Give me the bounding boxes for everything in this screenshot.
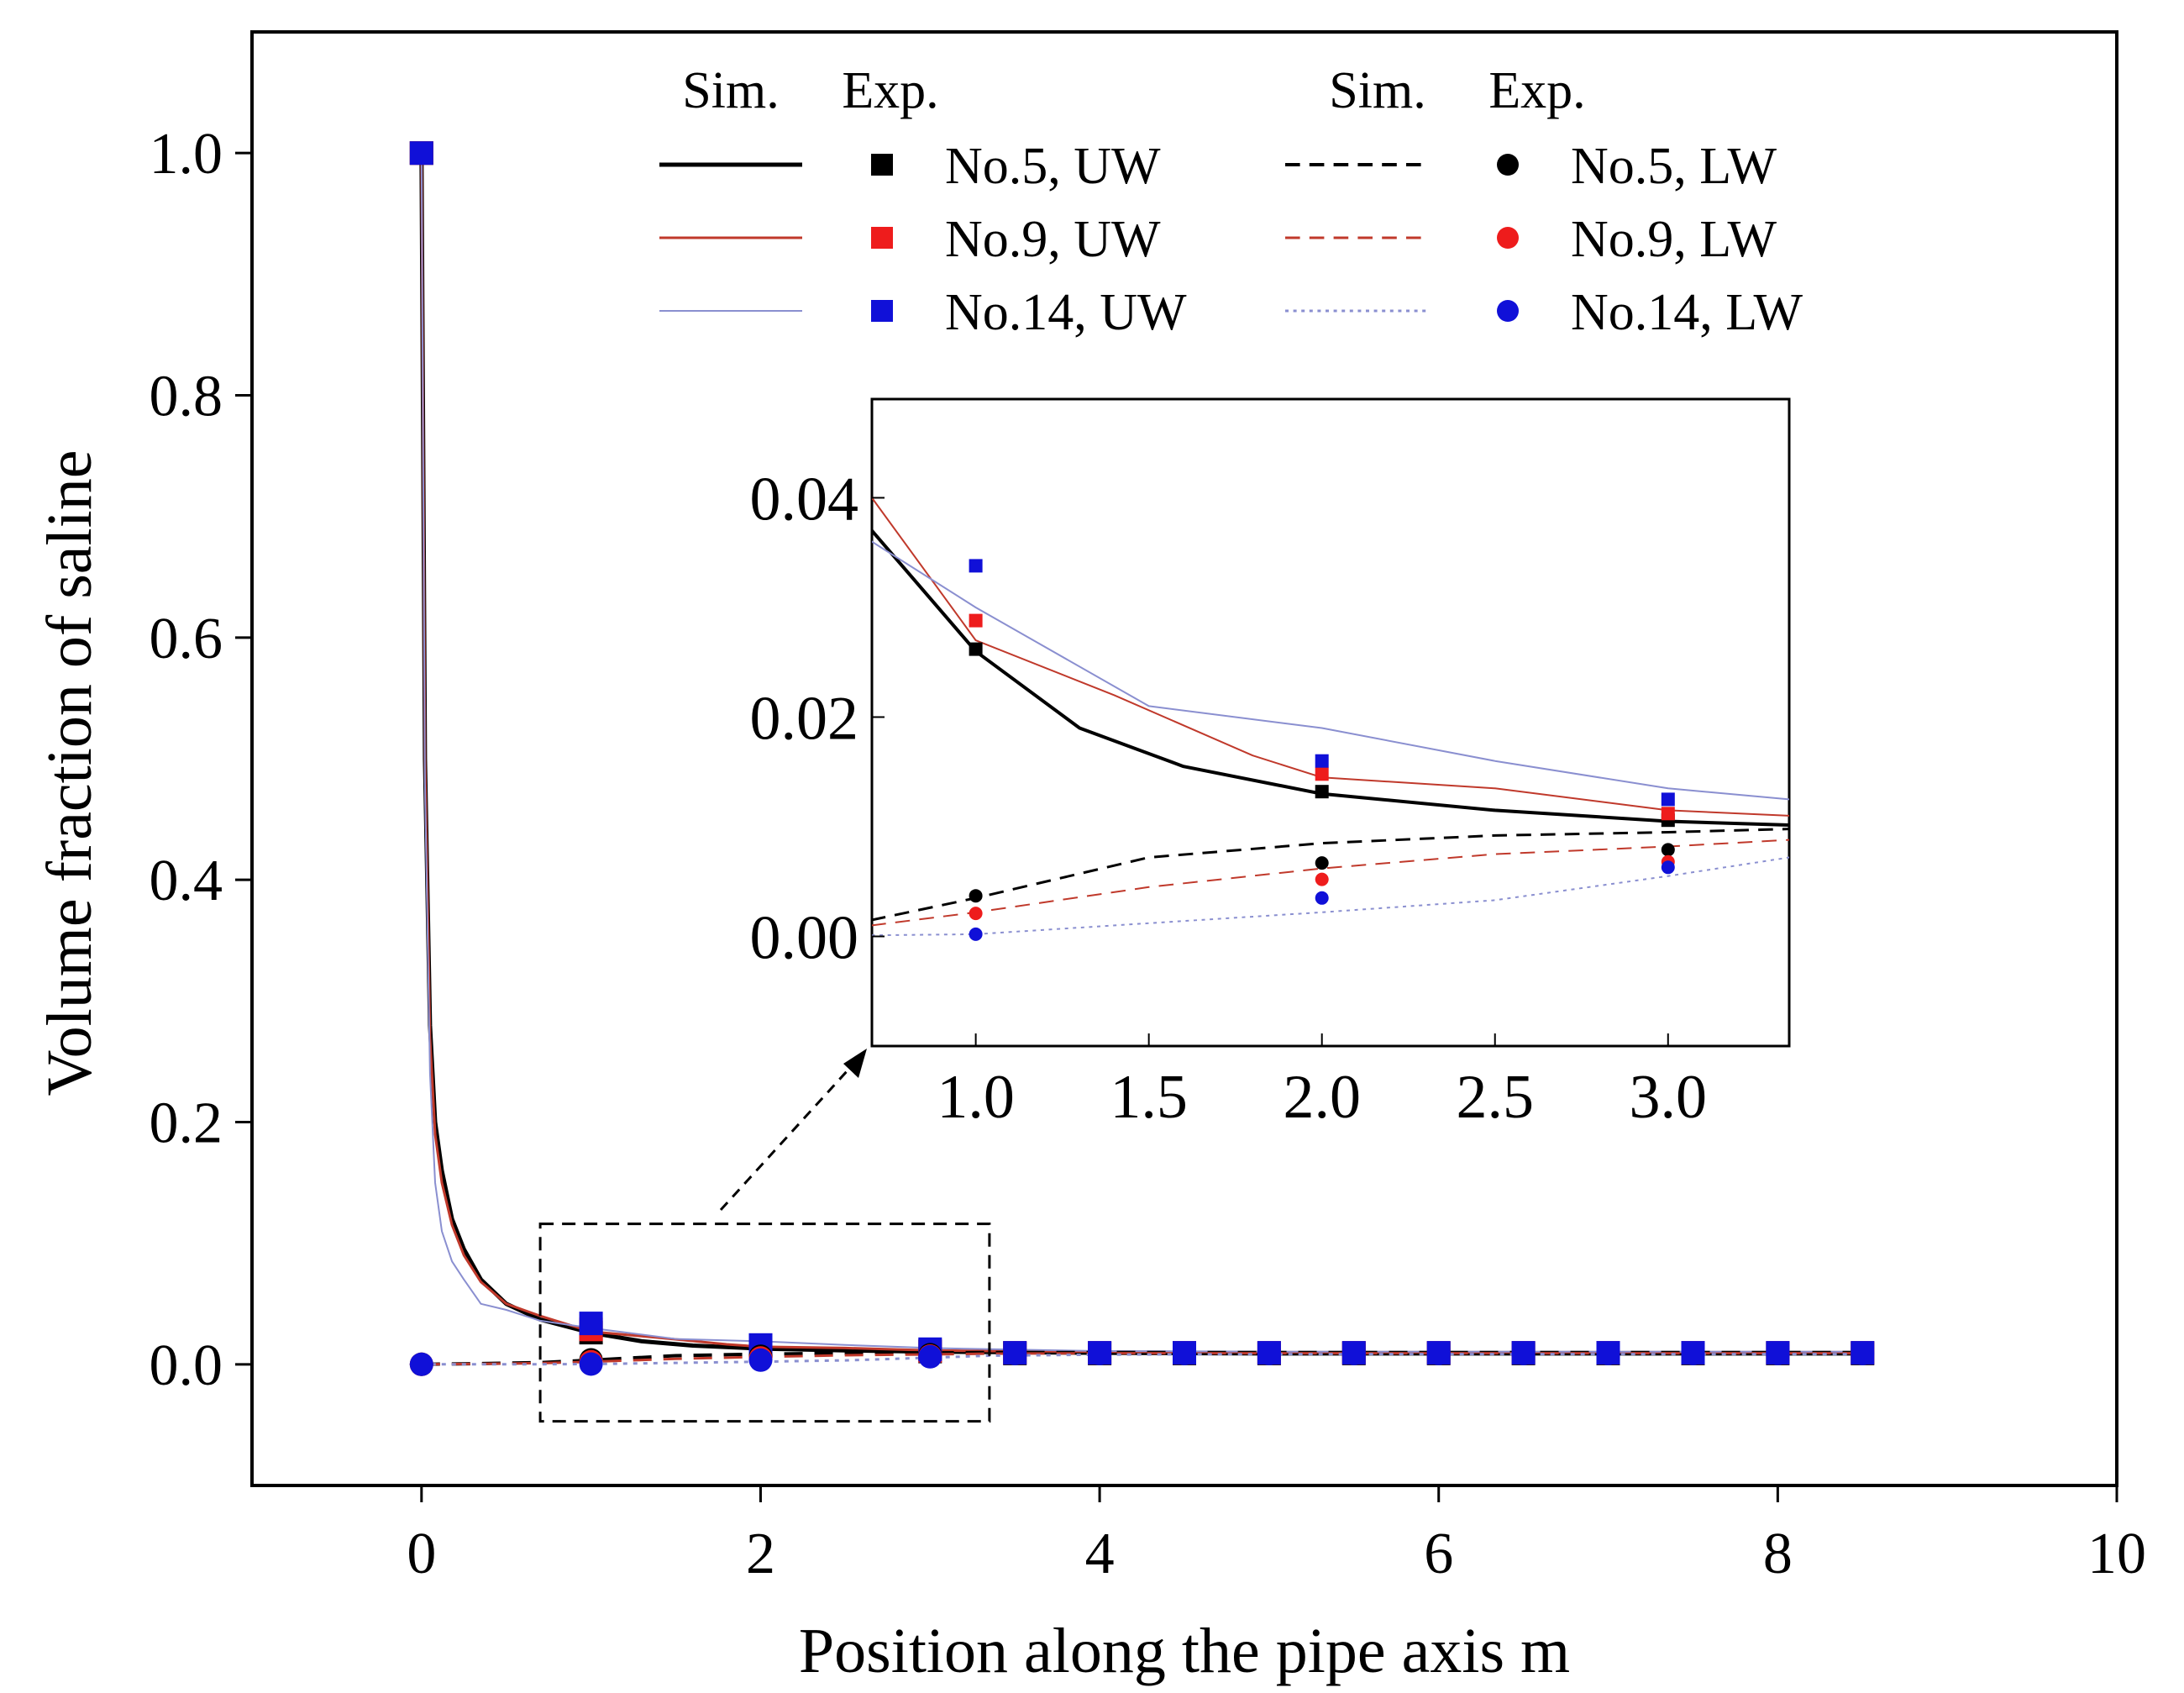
main-plot-area bbox=[409, 141, 1875, 1376]
legend-marker bbox=[871, 300, 893, 322]
inset-x-tick-label: 3.0 bbox=[1630, 1063, 1708, 1132]
zoom-arrow-line bbox=[719, 1059, 858, 1212]
legend-marker bbox=[871, 227, 893, 249]
x-tick-label: 4 bbox=[1085, 1522, 1115, 1586]
inset-data-point bbox=[1661, 860, 1675, 875]
inset-data-point bbox=[1315, 891, 1329, 905]
legend-header-exp-left: Exp. bbox=[842, 62, 938, 119]
legend-marker bbox=[871, 154, 893, 176]
y-tick-label: 0.4 bbox=[150, 849, 223, 913]
inset-x-tick-label: 1.0 bbox=[937, 1063, 1015, 1132]
data-point bbox=[579, 1352, 603, 1376]
x-tick-label: 2 bbox=[746, 1522, 775, 1586]
y-tick-label: 0.8 bbox=[150, 365, 223, 429]
x-tick-label: 0 bbox=[407, 1522, 436, 1586]
inset-data-point bbox=[1661, 843, 1675, 857]
data-point bbox=[579, 1312, 603, 1336]
inset-data-point bbox=[1315, 767, 1329, 781]
legend-label: No.9, LW bbox=[1571, 211, 1777, 268]
legend-header-exp-right: Exp. bbox=[1488, 62, 1585, 119]
inset-y-tick-label: 0.04 bbox=[750, 465, 859, 534]
inset-data-point bbox=[969, 642, 983, 656]
inset-x-tick-label: 1.5 bbox=[1110, 1063, 1188, 1132]
legend-label: No.9, UW bbox=[945, 211, 1161, 268]
inset-series-line bbox=[872, 828, 1789, 922]
main-plot-frame bbox=[250, 30, 2118, 1487]
inset-series-line bbox=[872, 527, 1789, 828]
main-x-axis: 0 2 4 6 8 10 bbox=[407, 1485, 2146, 1586]
inset-y-tick-label: 0.00 bbox=[750, 903, 859, 972]
inset-series-line bbox=[872, 856, 1789, 937]
inset-data-point bbox=[1315, 856, 1329, 870]
data-point bbox=[918, 1344, 942, 1369]
inset-data-point bbox=[1315, 754, 1329, 768]
inset-data-point bbox=[969, 613, 983, 628]
inset-data-point bbox=[1315, 785, 1329, 799]
data-point bbox=[1766, 1341, 1790, 1365]
inset-x-tick-label: 2.5 bbox=[1456, 1063, 1534, 1132]
inset-data-point bbox=[969, 927, 983, 941]
y-tick-label: 1.0 bbox=[150, 122, 223, 187]
inset-data-point bbox=[969, 559, 983, 573]
x-tick-label: 10 bbox=[2087, 1522, 2146, 1586]
legend-label: No.14, LW bbox=[1571, 284, 1803, 341]
x-tick-label: 6 bbox=[1424, 1522, 1453, 1586]
legend-marker bbox=[1497, 227, 1519, 249]
inset-plot-frame bbox=[870, 397, 1791, 1048]
data-point bbox=[1851, 1341, 1875, 1365]
legend-header-sim-left: Sim. bbox=[682, 62, 779, 119]
y-tick-label: 0.0 bbox=[150, 1333, 223, 1398]
inset-data-point bbox=[1661, 792, 1675, 807]
inset-y-tick-label: 0.02 bbox=[750, 684, 859, 753]
inset-x-tick-label: 2.0 bbox=[1283, 1063, 1361, 1132]
data-point bbox=[1003, 1341, 1027, 1365]
data-point bbox=[1596, 1341, 1620, 1365]
series-line bbox=[421, 1353, 1863, 1366]
y-tick-label: 0.6 bbox=[150, 607, 223, 671]
inset-x-axis: 1.0 1.5 2.0 2.5 3.0 bbox=[937, 1033, 1707, 1132]
inset-series-line bbox=[872, 539, 1789, 801]
data-point bbox=[748, 1348, 773, 1372]
inset-data-point bbox=[1315, 872, 1329, 886]
zoom-box bbox=[538, 1222, 991, 1423]
inset-data-point bbox=[1661, 807, 1675, 821]
inset-data-point bbox=[969, 907, 983, 921]
data-point bbox=[1257, 1341, 1281, 1365]
legend-marker bbox=[1497, 300, 1519, 322]
data-point bbox=[1341, 1341, 1366, 1365]
legend-entries: No.5, UW No.9, UW No.14, UW No.5, LW No.9, L… bbox=[659, 138, 1803, 341]
x-axis-label: Position along the pipe axis m bbox=[799, 1616, 1570, 1686]
legend-label: No.5, LW bbox=[1571, 138, 1777, 195]
inset-y-axis: 0.00 0.02 0.04 bbox=[750, 465, 885, 972]
data-point bbox=[409, 141, 433, 166]
data-point bbox=[1511, 1341, 1536, 1365]
data-point bbox=[1173, 1341, 1196, 1365]
y-axis-label: Volume fraction of saline bbox=[34, 450, 105, 1096]
data-point bbox=[1426, 1341, 1451, 1365]
data-point bbox=[409, 1352, 433, 1376]
y-tick-label: 0.2 bbox=[150, 1091, 223, 1156]
data-point bbox=[1681, 1341, 1705, 1365]
inset-series-line bbox=[872, 496, 1789, 817]
inset-plot-area bbox=[872, 496, 1789, 941]
x-tick-label: 8 bbox=[1763, 1522, 1793, 1586]
zoom-arrow-head bbox=[843, 1049, 867, 1078]
legend-label: No.5, UW bbox=[945, 138, 1161, 195]
inset-data-point bbox=[969, 889, 983, 903]
data-point bbox=[1088, 1341, 1112, 1365]
legend-label: No.14, UW bbox=[945, 284, 1187, 341]
legend-marker bbox=[1497, 154, 1519, 176]
main-y-axis: 0.0 0.2 0.4 0.6 0.8 1.0 bbox=[150, 122, 252, 1398]
legend-header-sim-right: Sim. bbox=[1329, 62, 1425, 119]
legend: Sim. Exp. Sim. Exp. No.5, UW No.9, UW No.1… bbox=[659, 62, 1803, 341]
